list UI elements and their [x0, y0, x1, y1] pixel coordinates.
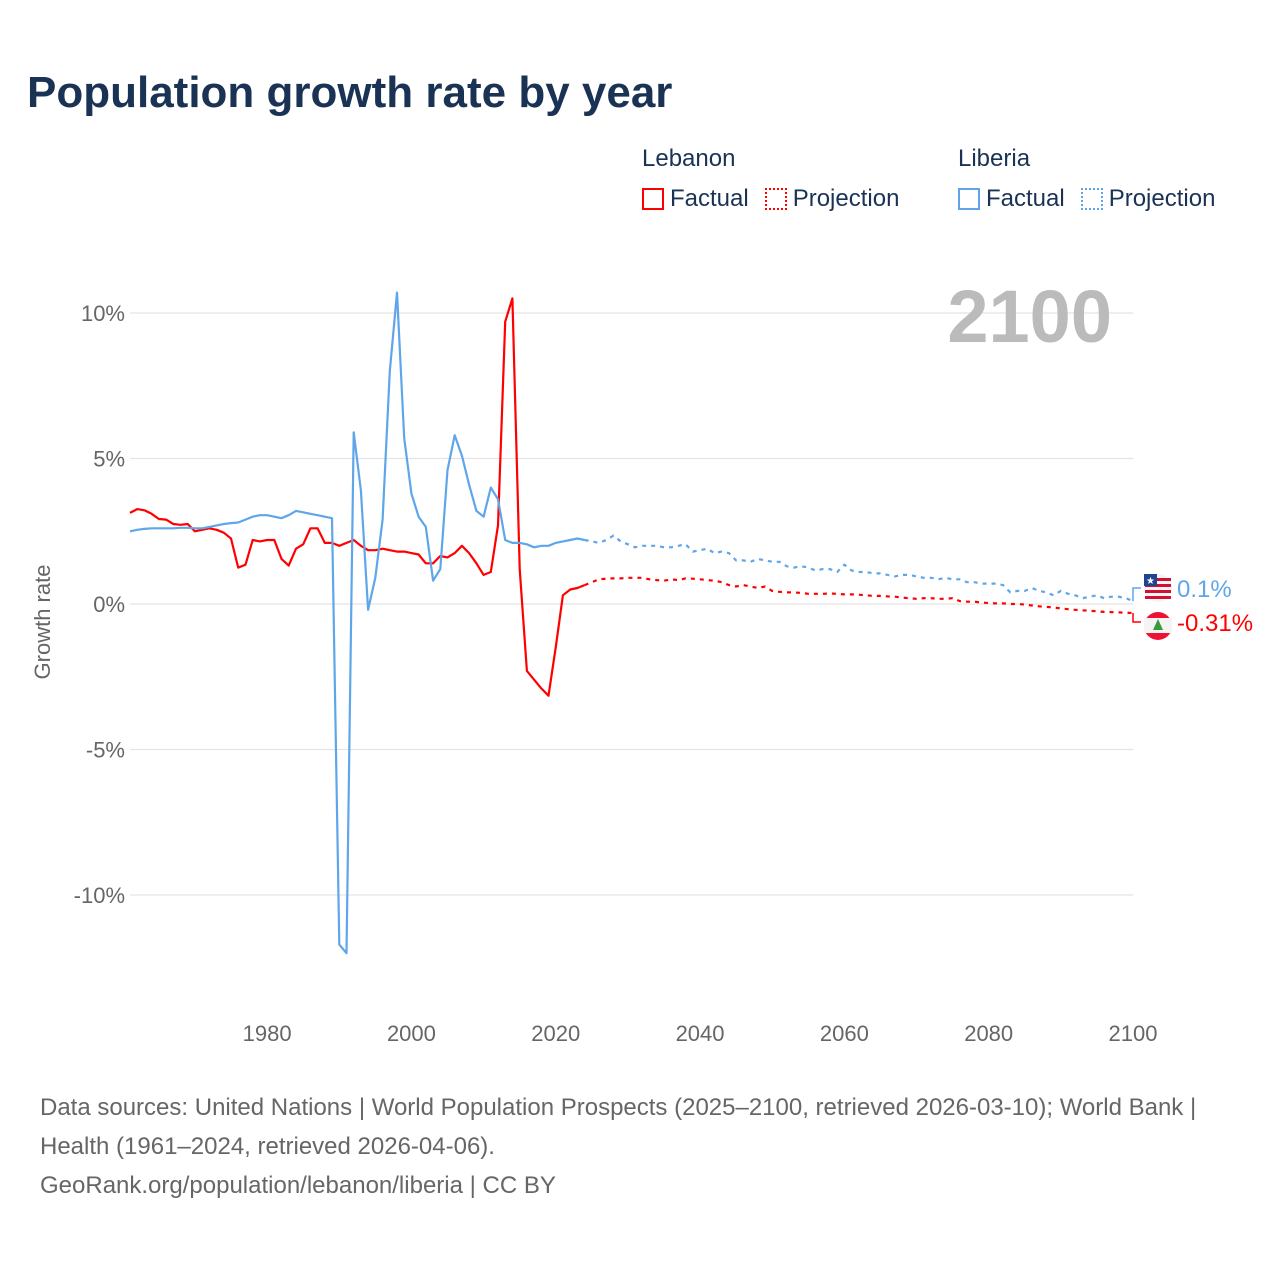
- x-tick-label: 2100: [1109, 1021, 1158, 1046]
- legend-lebanon-projection[interactable]: Projection: [764, 185, 900, 213]
- x-tick-label: 2040: [676, 1021, 725, 1046]
- line-chart: 10% 5% 0% -5% -10% 1980 2000 2020 2040 2060 2080 21…: [30, 275, 1253, 1046]
- x-tick-label: 2000: [387, 1021, 436, 1046]
- legend-label: Factual: [986, 185, 1065, 212]
- legend-liberia-projection[interactable]: Projection: [1080, 185, 1216, 213]
- dotted-swatch-icon: [1080, 188, 1103, 210]
- legend-label: Projection: [1108, 185, 1216, 212]
- dotted-swatch-icon: [764, 188, 787, 210]
- legend-lebanon: Lebanon Factual Projection: [642, 145, 899, 213]
- year-display: 2100: [947, 275, 1112, 358]
- y-tick-label: 5%: [93, 447, 125, 472]
- lebanon-end-label: -0.31%: [1177, 610, 1253, 637]
- solid-swatch-icon: [642, 188, 664, 210]
- x-tick-label: 1980: [243, 1021, 292, 1046]
- lebanon-projection-line: [584, 576, 1134, 615]
- solid-swatch-icon: [958, 188, 980, 210]
- label-connector: [1132, 587, 1141, 602]
- liberia-projection-line: [584, 534, 1134, 603]
- chart-title: Population growth rate by year: [27, 68, 673, 117]
- legend-country: Lebanon: [642, 145, 736, 172]
- y-tick-label: -10%: [74, 883, 125, 908]
- y-tick-label: 0%: [93, 592, 125, 617]
- label-connector: [1132, 613, 1141, 623]
- svg-text:★: ★: [1146, 576, 1155, 587]
- legend-label: Projection: [792, 185, 900, 212]
- x-tick-label: 2060: [820, 1021, 869, 1046]
- legend-country: Liberia: [958, 145, 1031, 172]
- y-tick-label: -5%: [86, 738, 125, 763]
- lebanon-factual-line: [129, 297, 586, 697]
- liberia-end-label: 0.1%: [1177, 576, 1232, 603]
- legend-liberia-factual[interactable]: Factual: [958, 185, 1065, 213]
- x-tick-label: 2020: [531, 1021, 580, 1046]
- liberia-factual-line: [129, 291, 585, 955]
- y-tick-label: 10%: [81, 301, 125, 326]
- x-tick-label: 2080: [964, 1021, 1013, 1046]
- legend-lebanon-factual[interactable]: Factual: [642, 185, 749, 213]
- liberia-flag-icon: ★: [1144, 574, 1172, 602]
- data-sources: Data sources: United Nations | World Pop…: [40, 1094, 1197, 1160]
- y-axis-label: Growth rate: [30, 565, 55, 680]
- legend-label: Factual: [670, 185, 749, 212]
- lebanon-flag-icon: [1144, 612, 1172, 640]
- credit-link[interactable]: GeoRank.org/population/lebanon/liberia |…: [40, 1172, 556, 1199]
- footer: Data sources: United Nations | World Pop…: [40, 1088, 1240, 1205]
- legend-liberia: Liberia Factual Projection: [958, 145, 1215, 213]
